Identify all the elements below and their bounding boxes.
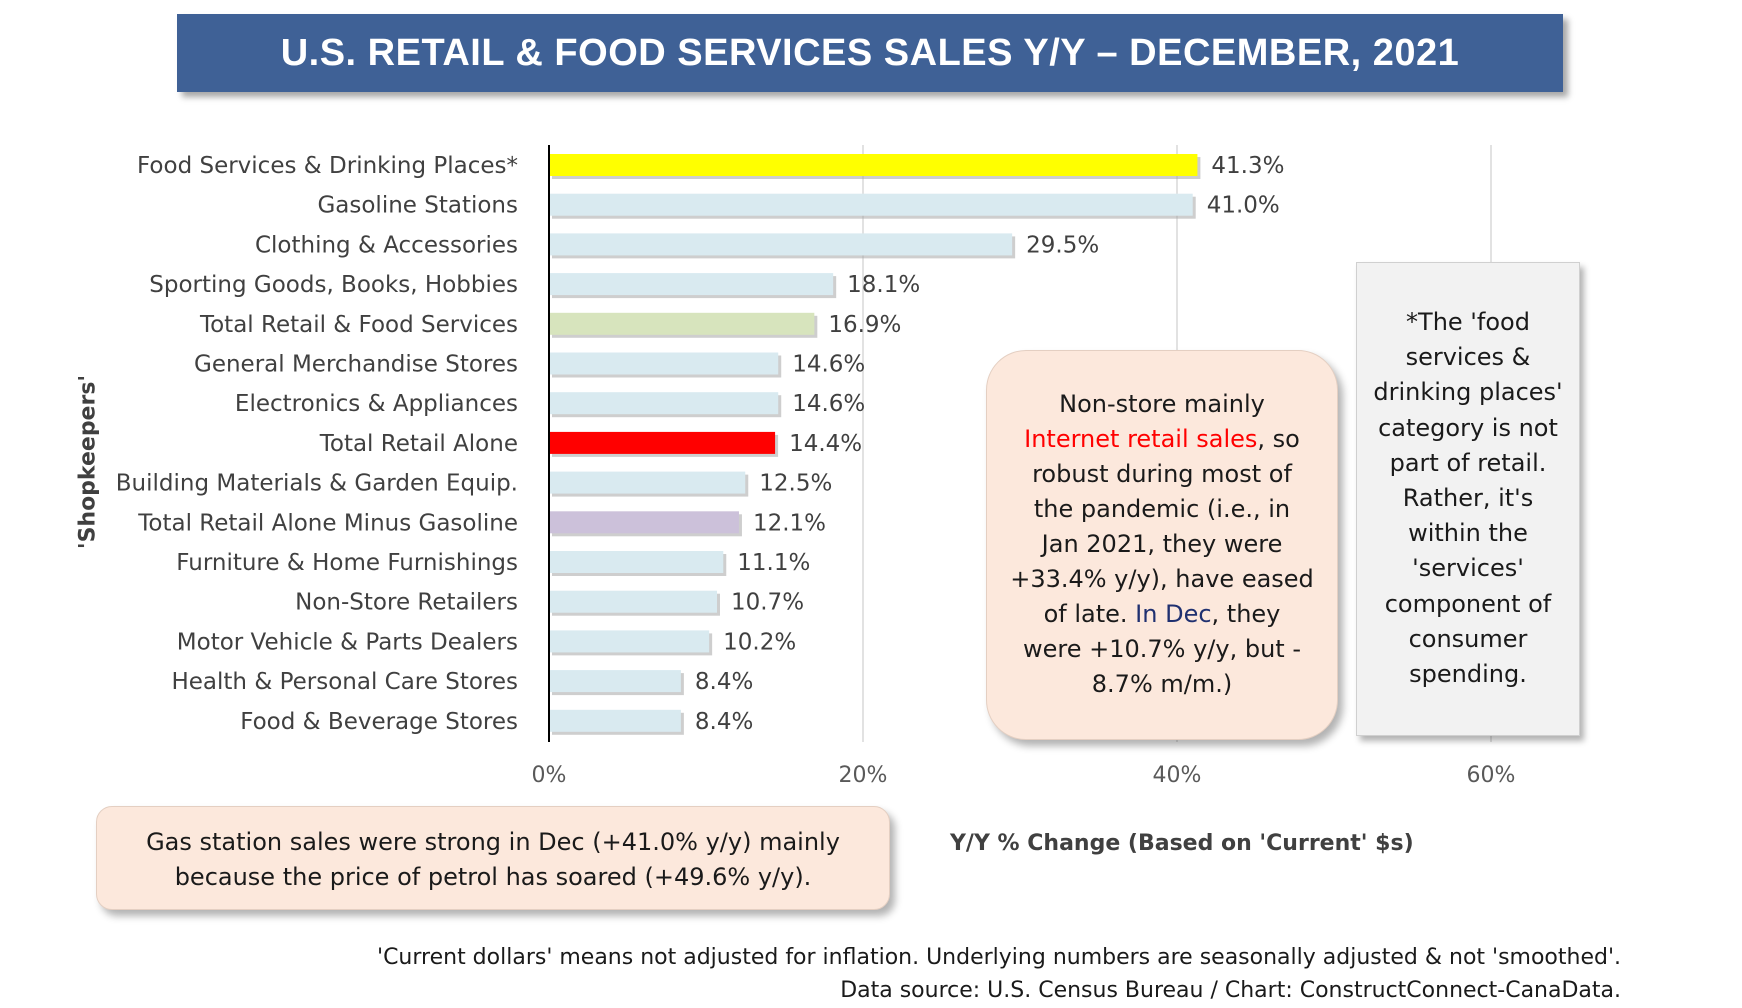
callout-line: Internet retail sales, so — [1003, 422, 1321, 457]
data-label: 14.4% — [789, 431, 862, 457]
category-label: Non-Store Retailers — [295, 590, 518, 616]
callout-line: the pandemic (i.e., in — [1003, 492, 1321, 527]
bar — [549, 392, 779, 415]
data-label: 10.7% — [731, 590, 804, 616]
data-label: 18.1% — [847, 272, 920, 298]
note-line: component of — [1384, 589, 1552, 618]
callout-text: Internet retail sales — [1024, 425, 1258, 453]
data-label: 8.4% — [695, 709, 753, 735]
data-label: 41.0% — [1207, 193, 1280, 219]
category-label: General Merchandise Stores — [194, 352, 518, 378]
x-tick-label: 20% — [839, 763, 888, 788]
category-label: Gasoline Stations — [317, 193, 518, 219]
data-label: 12.1% — [753, 510, 826, 536]
bar — [549, 233, 1013, 256]
bar — [549, 590, 717, 613]
callout-line: +33.4% y/y), have eased — [1003, 562, 1321, 597]
data-label: 14.6% — [792, 352, 865, 378]
data-label: 29.5% — [1026, 232, 1099, 258]
category-label: Electronics & Appliances — [235, 391, 518, 417]
callout-text: the pandemic (i.e., in — [1033, 495, 1291, 523]
x-tick-label: 60% — [1467, 763, 1516, 788]
note-line: 'services' — [1412, 554, 1524, 583]
note-line: part of retail. — [1389, 448, 1547, 477]
category-label: Food & Beverage Stores — [240, 709, 518, 735]
bar — [549, 193, 1193, 216]
category-label: Motor Vehicle & Parts Dealers — [177, 629, 518, 655]
food-services-note: *The 'food services & drinking places' cate… — [1356, 262, 1580, 736]
callout-text: robust during most of — [1032, 460, 1292, 488]
callout-line: robust during most of — [1003, 457, 1321, 492]
note-line: *The 'food — [1406, 308, 1530, 336]
category-label: Building Materials & Garden Equip. — [116, 471, 518, 497]
chart-title: U.S. RETAIL & FOOD SERVICES SALES Y/Y – … — [280, 31, 1460, 74]
footnote-data-source: Data source: U.S. Census Bureau / Chart:… — [840, 978, 1621, 1003]
note-line: spending. — [1409, 660, 1527, 689]
bar — [549, 154, 1198, 176]
note-line: Rather, it's — [1402, 484, 1534, 513]
category-label: Clothing & Accessories — [255, 232, 518, 258]
bar — [549, 352, 779, 375]
note-line: drinking places' — [1373, 378, 1563, 407]
note-line: within the — [1408, 519, 1528, 548]
gas-station-callout: Gas station sales were strong in Dec (+4… — [96, 806, 890, 910]
data-label: 14.6% — [792, 391, 865, 417]
category-label: Health & Personal Care Stores — [171, 669, 518, 695]
callout-line: 8.7% m/m.) — [1003, 667, 1321, 702]
note-line: category is not — [1378, 413, 1558, 442]
x-axis-title: Y/Y % Change (Based on 'Current' $s) — [950, 831, 1414, 856]
callout-text: , they — [1211, 600, 1281, 628]
data-label: 8.4% — [695, 669, 753, 695]
footnote-current-dollars: 'Current dollars' means not adjusted for… — [377, 945, 1621, 970]
callout-text: +33.4% y/y), have eased — [1010, 565, 1314, 593]
callout-text: , so — [1257, 425, 1300, 453]
bar — [549, 630, 710, 653]
bar — [549, 273, 834, 296]
category-label: Total Retail & Food Services — [199, 312, 518, 338]
callout-line: were +10.7% y/y, but - — [1003, 632, 1321, 667]
data-label: 12.5% — [759, 471, 832, 497]
y-axis-title: 'Shopkeepers' — [75, 374, 101, 550]
callout-line: Jan 2021, they were — [1003, 527, 1321, 562]
note-line: services & — [1405, 343, 1531, 372]
bar — [549, 511, 739, 534]
callout-text: In Dec — [1135, 600, 1212, 628]
note-line: consumer — [1408, 624, 1528, 653]
data-label: 11.1% — [737, 550, 810, 576]
bar — [549, 312, 815, 335]
gas-callout-line: because the price of petrol has soared (… — [174, 863, 812, 891]
callout-line: of late. In Dec, they — [1003, 597, 1321, 632]
data-label: 41.3% — [1211, 153, 1284, 179]
callout-text: Non-store mainly — [1059, 390, 1265, 418]
category-label: Total Retail Alone — [319, 431, 518, 457]
category-label: Total Retail Alone Minus Gasoline — [137, 510, 518, 536]
gas-callout-line: Gas station sales were strong in Dec (+4… — [146, 828, 840, 856]
title-banner: U.S. RETAIL & FOOD SERVICES SALES Y/Y – … — [177, 14, 1563, 92]
x-tick-label: 0% — [532, 763, 567, 788]
x-tick-label: 40% — [1153, 763, 1202, 788]
bar — [549, 709, 681, 732]
category-label: Furniture & Home Furnishings — [176, 550, 518, 576]
bar — [549, 551, 724, 573]
data-label: 16.9% — [828, 312, 901, 338]
bar — [549, 670, 681, 693]
bar — [549, 471, 746, 494]
internet-sales-callout: Non-store mainly Internet retail sales, s… — [986, 350, 1338, 740]
callout-text: of late. — [1043, 600, 1136, 628]
callout-text: 8.7% m/m.) — [1091, 670, 1233, 698]
data-label: 10.2% — [723, 629, 796, 655]
callout-line: Non-store mainly — [1003, 387, 1321, 422]
callout-text: were +10.7% y/y, but - — [1022, 635, 1301, 663]
category-label: Sporting Goods, Books, Hobbies — [149, 272, 518, 298]
category-label: Food Services & Drinking Places* — [137, 153, 518, 179]
callout-text: Jan 2021, they were — [1041, 530, 1283, 558]
bar — [549, 431, 776, 454]
